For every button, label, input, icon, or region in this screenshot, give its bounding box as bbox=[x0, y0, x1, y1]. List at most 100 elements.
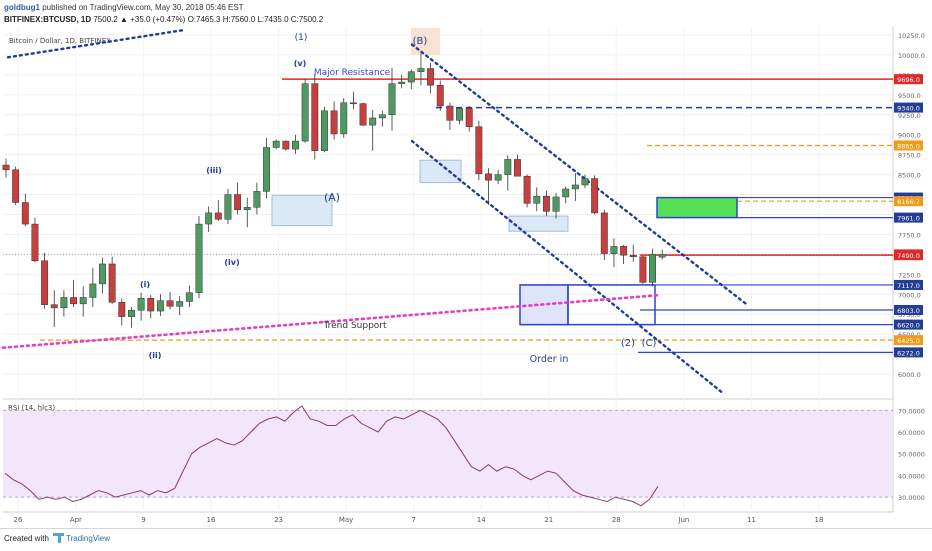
price-tick-label: 7750.0 bbox=[898, 231, 921, 239]
tradingview-brand[interactable]: TradingView bbox=[66, 534, 111, 543]
price-label-text: 8166.7 bbox=[897, 198, 920, 206]
candle-up bbox=[340, 102, 348, 135]
wave-annotation: (ii) bbox=[149, 351, 162, 360]
time-tick-label: 21 bbox=[544, 516, 553, 524]
rsi-band bbox=[3, 410, 893, 498]
candle-up bbox=[581, 178, 589, 186]
candle-down bbox=[108, 263, 116, 303]
candle-up bbox=[156, 300, 164, 312]
candle-down bbox=[282, 140, 290, 150]
candle-down bbox=[31, 223, 39, 262]
candle-up bbox=[398, 81, 406, 84]
price-tick-label: 7000.0 bbox=[898, 291, 921, 299]
price-tick-label: 10250.0 bbox=[898, 32, 925, 40]
wave-b-highlight bbox=[411, 28, 440, 55]
rsi-tick-label: 40.0000 bbox=[898, 472, 925, 480]
candle-down bbox=[330, 110, 338, 135]
time-tick-label: 14 bbox=[477, 516, 486, 524]
time-tick-label: 18 bbox=[814, 516, 823, 524]
candle-down bbox=[427, 68, 435, 86]
price-label-text: 6803.0 bbox=[897, 307, 920, 315]
candle-up bbox=[369, 117, 377, 126]
candle-up bbox=[301, 83, 309, 142]
candle-up bbox=[79, 297, 87, 305]
candle-up bbox=[504, 159, 512, 175]
price-label-box bbox=[894, 102, 923, 113]
price-label-box bbox=[894, 279, 923, 290]
upper-trendline bbox=[6, 28, 186, 59]
price-label-box bbox=[894, 335, 923, 346]
author-link[interactable]: goldbug1 bbox=[4, 3, 40, 12]
candle-up bbox=[610, 246, 618, 254]
candle-down bbox=[542, 195, 550, 212]
time-tick-label: 9 bbox=[141, 516, 145, 524]
candle-up bbox=[128, 309, 135, 317]
wave-annotation: Trend Support bbox=[322, 321, 387, 331]
tradingview-logo-icon bbox=[53, 533, 64, 543]
channel-lower-line bbox=[410, 139, 725, 395]
candle-up bbox=[272, 140, 280, 148]
wave-b-retrace-box bbox=[419, 159, 462, 184]
candle-down bbox=[465, 108, 473, 127]
publish-text: published on TradingView.com, May 30, 20… bbox=[42, 3, 244, 12]
wave-annotation: Major Resistance bbox=[314, 68, 391, 78]
candle-down bbox=[436, 84, 444, 107]
candle-up bbox=[378, 114, 386, 119]
candle-up bbox=[89, 283, 97, 298]
rsi-title: RSI (14, hlc3) bbox=[8, 404, 55, 412]
price-label-box bbox=[894, 140, 923, 151]
chart-title: Bitcoin / Dollar, 1D, BITFINEX bbox=[9, 37, 111, 45]
candle-up bbox=[195, 223, 203, 293]
price-label-text: 7961.0 bbox=[897, 215, 920, 223]
wave-annotation: (iii) bbox=[206, 166, 222, 175]
footer: Created with TradingView bbox=[0, 528, 932, 551]
wave-annotation: (i) bbox=[140, 280, 150, 289]
candle-up bbox=[60, 297, 68, 309]
publish-info: goldbug1 published on TradingView.com, M… bbox=[4, 3, 244, 12]
price-tick-label: 9000.0 bbox=[898, 132, 921, 140]
candle-up bbox=[456, 108, 464, 121]
candle-up bbox=[533, 195, 541, 204]
rsi-tick-label: 50.0000 bbox=[898, 451, 925, 459]
candle-up bbox=[407, 71, 415, 83]
price-tick-label: 9500.0 bbox=[898, 92, 921, 100]
candle-down bbox=[234, 194, 242, 210]
order-zone-outline bbox=[567, 284, 656, 326]
candle-down bbox=[359, 103, 367, 126]
symbol-info: BITFINEX:BTCUSD, 1D 7500.2 ▲ +35.0 (+0.4… bbox=[4, 15, 323, 24]
symbol-label: BITFINEX:BTCUSD, 1D bbox=[4, 15, 92, 24]
price-label-box bbox=[894, 319, 923, 330]
candle-down bbox=[514, 159, 521, 177]
wave-annotation: (C) bbox=[642, 338, 657, 349]
time-tick-label: Apr bbox=[70, 516, 82, 524]
candle-up bbox=[571, 184, 579, 190]
wave-annotation: (B) bbox=[413, 36, 428, 47]
trend-support-line bbox=[1, 293, 662, 350]
candle-down bbox=[311, 83, 319, 151]
wave-annotation: (iv) bbox=[224, 258, 239, 267]
price-label-text: 6425.0 bbox=[897, 337, 920, 345]
price-label-box bbox=[894, 347, 923, 358]
candle-down bbox=[2, 164, 10, 171]
candle-up bbox=[263, 147, 271, 192]
channel-upper-line bbox=[410, 43, 748, 306]
candle-down bbox=[12, 169, 20, 203]
candle-down bbox=[21, 202, 29, 225]
candle-down bbox=[70, 297, 77, 305]
price-label-text: 9696.0 bbox=[897, 76, 920, 84]
wave-annotation: (1) bbox=[295, 33, 308, 43]
price-tick-label: 6000.0 bbox=[898, 371, 921, 379]
price-tick-label: 10000.0 bbox=[898, 52, 925, 60]
candle-down bbox=[639, 256, 647, 283]
candle-up bbox=[292, 140, 299, 150]
price-label-text: 6620.0 bbox=[897, 322, 920, 330]
time-tick-label: 28 bbox=[612, 516, 621, 524]
price-tick-label: 8750.0 bbox=[898, 152, 921, 160]
candle-up bbox=[243, 207, 251, 210]
time-tick-label: 11 bbox=[747, 516, 756, 524]
rsi-tick-label: 60.0000 bbox=[898, 429, 925, 437]
price-label-text: 8865.0 bbox=[897, 142, 920, 150]
price-chart[interactable]: 10250.010000.09750.09500.09250.09000.087… bbox=[0, 0, 932, 528]
candle-up bbox=[552, 196, 560, 212]
time-tick-label: Jun bbox=[677, 516, 689, 524]
